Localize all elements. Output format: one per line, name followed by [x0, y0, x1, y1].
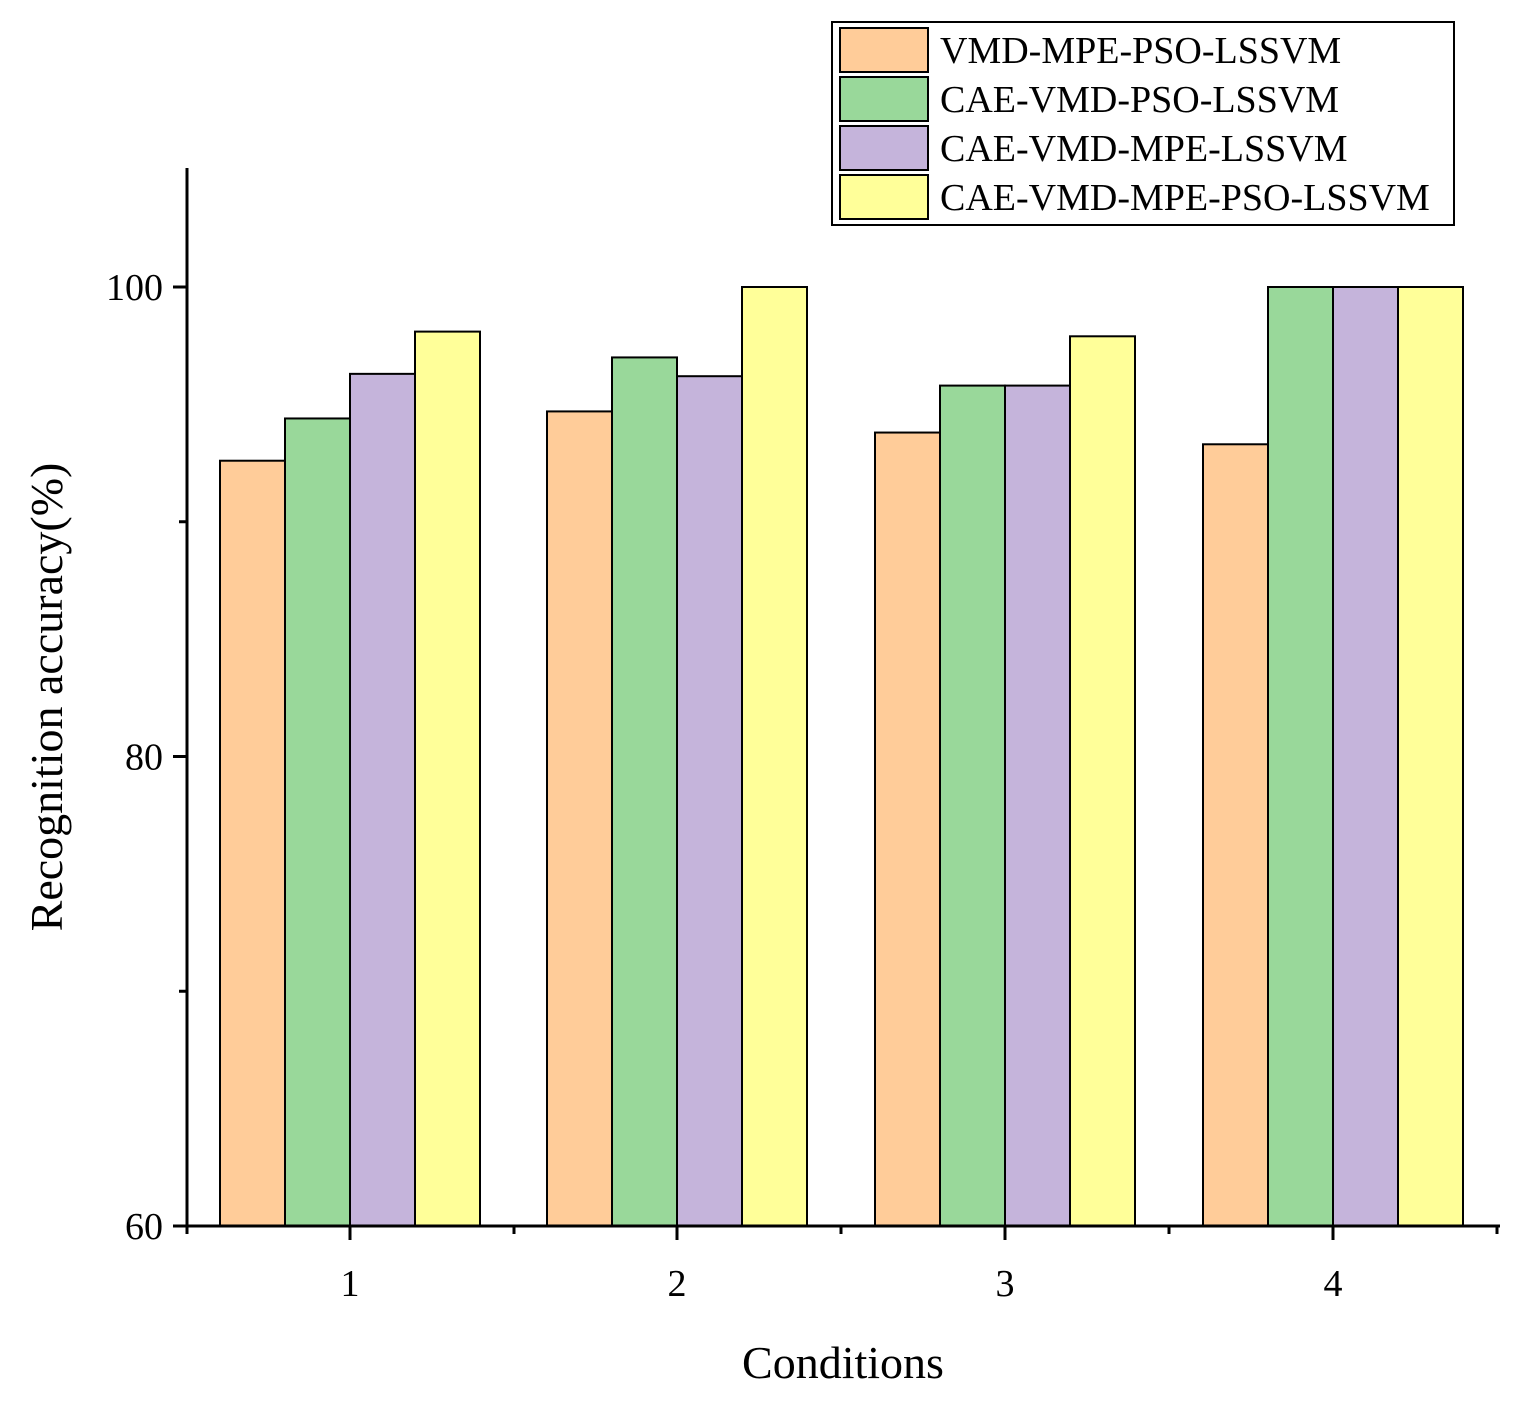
bar-vmd-mpe-pso-lssvm-condition-4 [1202, 443, 1269, 1228]
legend-label-cae-vmd-mpe-lssvm: CAE-VMD-MPE-LSSVM [940, 128, 1347, 170]
bar-cae-vmd-mpe-lssvm-condition-3 [1004, 384, 1071, 1228]
bar-cae-vmd-mpe-pso-lssvm-condition-3 [1069, 335, 1136, 1227]
y-tick-label-80: 80 [125, 737, 163, 779]
y-ticks-group: 60 80 100 [106, 267, 187, 1248]
bar-cae-vmd-mpe-pso-lssvm-condition-4 [1397, 286, 1464, 1227]
x-tick-label-3: 3 [996, 1263, 1015, 1305]
x-axis-title: Conditions [742, 1337, 944, 1388]
y-axis-title: Recognition accuracy(%) [21, 463, 72, 932]
bar-cae-vmd-mpe-pso-lssvm-condition-2 [741, 286, 808, 1227]
bar-cae-vmd-pso-lssvm-condition-4 [1267, 286, 1334, 1227]
bar-cae-vmd-mpe-lssvm-condition-2 [676, 375, 743, 1227]
legend-swatch-cae-vmd-mpe-pso-lssvm [839, 174, 929, 220]
bar-cae-vmd-mpe-lssvm-condition-4 [1332, 286, 1399, 1227]
bar-vmd-mpe-pso-lssvm-condition-2 [546, 410, 613, 1228]
x-ticks-group: 1 2 3 4 [185, 1226, 1499, 1305]
bar-cae-vmd-mpe-pso-lssvm-condition-1 [414, 330, 481, 1228]
y-tick-label-60: 60 [125, 1206, 163, 1248]
bar-cae-vmd-pso-lssvm-condition-3 [939, 384, 1006, 1228]
legend-box [831, 21, 1455, 226]
legend-label-cae-vmd-pso-lssvm: CAE-VMD-PSO-LSSVM [940, 79, 1339, 121]
x-tick-label-4: 4 [1324, 1263, 1343, 1305]
bar-cae-vmd-mpe-lssvm-condition-1 [349, 372, 416, 1228]
legend-swatch-vmd-mpe-pso-lssvm [839, 27, 929, 73]
x-tick-label-2: 2 [668, 1263, 687, 1305]
bar-vmd-mpe-pso-lssvm-condition-3 [874, 431, 941, 1228]
y-tick-label-100: 100 [106, 267, 163, 309]
bar-cae-vmd-pso-lssvm-condition-2 [611, 356, 678, 1227]
legend-label-cae-vmd-mpe-pso-lssvm: CAE-VMD-MPE-PSO-LSSVM [940, 177, 1430, 219]
bar-cae-vmd-pso-lssvm-condition-1 [284, 417, 351, 1227]
bar-vmd-mpe-pso-lssvm-condition-1 [219, 459, 286, 1227]
axes-group [185, 168, 1500, 1228]
bars-group [219, 286, 1464, 1228]
legend-swatch-cae-vmd-pso-lssvm [839, 76, 929, 122]
legend: VMD-MPE-PSO-LSSVM CAE-VMD-PSO-LSSVM CAE-VM… [831, 21, 1455, 226]
legend-label-vmd-mpe-pso-lssvm: VMD-MPE-PSO-LSSVM [940, 30, 1341, 72]
legend-swatch-cae-vmd-mpe-lssvm [839, 125, 929, 171]
x-tick-label-1: 1 [341, 1263, 360, 1305]
